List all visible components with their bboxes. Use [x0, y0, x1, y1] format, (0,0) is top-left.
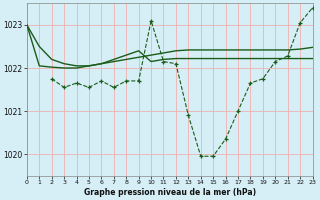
X-axis label: Graphe pression niveau de la mer (hPa): Graphe pression niveau de la mer (hPa)	[84, 188, 256, 197]
